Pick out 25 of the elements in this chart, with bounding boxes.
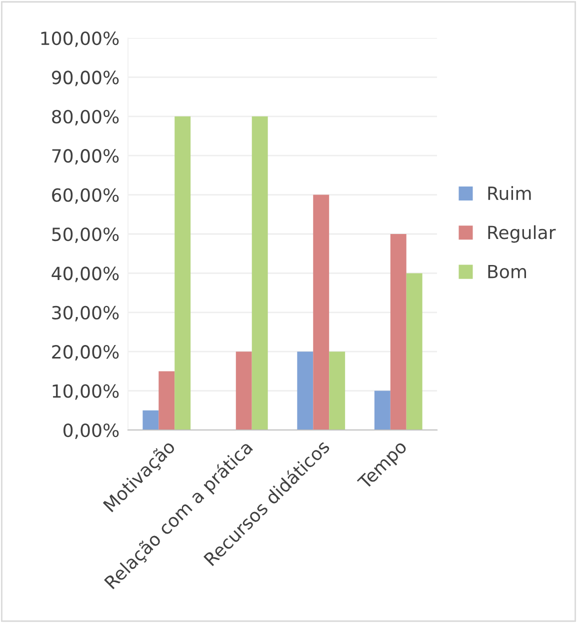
bar xyxy=(236,352,252,430)
y-tick-label: 70,00% xyxy=(52,149,119,165)
bar xyxy=(174,116,191,430)
legend-label: Regular xyxy=(488,225,556,243)
bar xyxy=(313,194,330,430)
bar xyxy=(374,390,390,430)
y-tick-label: 30,00% xyxy=(52,306,119,322)
bar xyxy=(297,352,314,430)
y-tick-label: 90,00% xyxy=(52,70,119,86)
bar xyxy=(252,116,268,430)
bar xyxy=(158,371,175,430)
bar xyxy=(142,410,159,430)
bar xyxy=(390,234,406,430)
legend-label: Ruim xyxy=(488,186,531,200)
y-tick-label: 80,00% xyxy=(52,110,119,126)
y-tick-label: 20,00% xyxy=(52,345,119,361)
y-tick-label: 50,00% xyxy=(52,227,119,243)
y-tick-label: 60,00% xyxy=(52,188,119,204)
y-tick-label: 40,00% xyxy=(52,266,119,282)
legend-label: Bom xyxy=(488,264,526,278)
bar xyxy=(406,273,422,430)
bar xyxy=(329,352,346,430)
y-tick-label: 100,00% xyxy=(41,31,119,47)
y-tick-label: 10,00% xyxy=(52,384,119,400)
y-tick-label: 0,00% xyxy=(64,423,119,439)
